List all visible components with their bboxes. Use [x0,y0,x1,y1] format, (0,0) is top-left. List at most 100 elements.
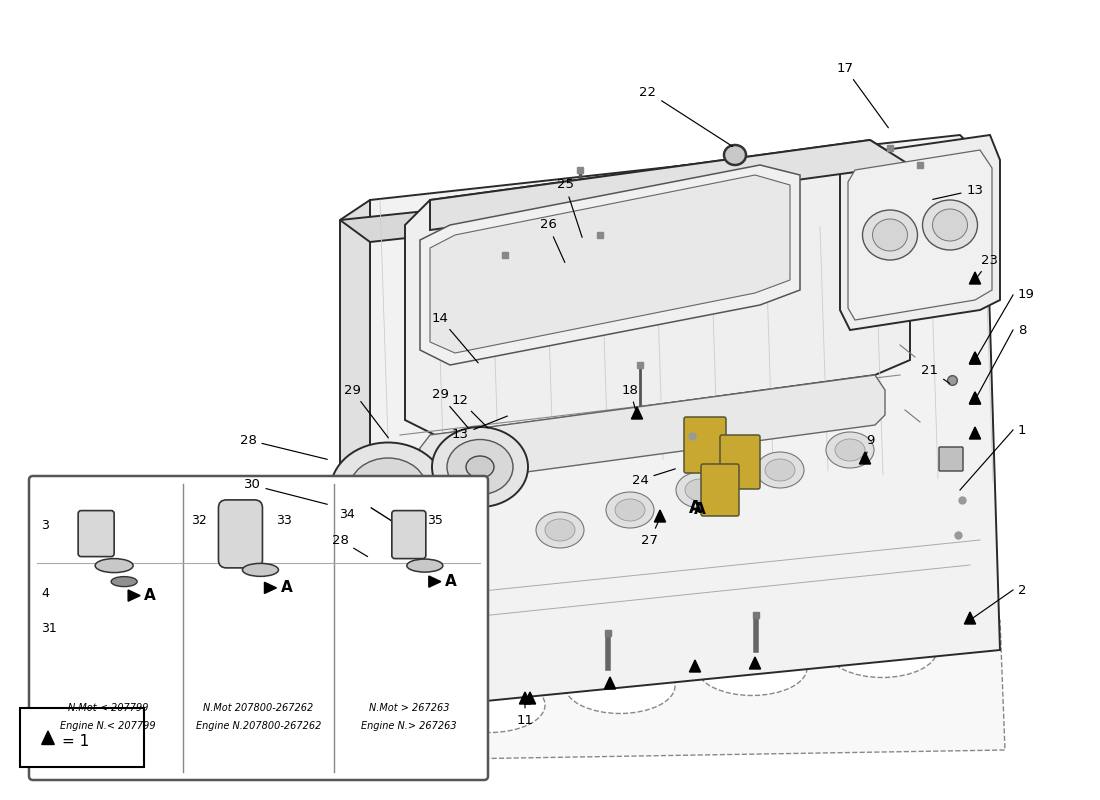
Polygon shape [385,620,1005,760]
Text: 9: 9 [866,434,874,458]
Polygon shape [969,427,980,439]
Ellipse shape [606,492,654,528]
Polygon shape [429,576,441,587]
Ellipse shape [447,439,513,494]
Text: 26: 26 [540,218,565,262]
Polygon shape [525,692,536,704]
Ellipse shape [536,512,584,548]
Polygon shape [370,135,1000,710]
Text: 29: 29 [343,383,388,438]
Ellipse shape [862,210,917,260]
Text: 13: 13 [451,416,507,442]
Text: 21: 21 [922,363,949,383]
Text: 28: 28 [331,534,367,557]
Text: N.Mot < 207799: N.Mot < 207799 [68,703,148,713]
Polygon shape [749,657,760,669]
Text: since 1985: since 1985 [693,254,891,354]
Ellipse shape [330,442,446,538]
Ellipse shape [827,622,937,678]
FancyBboxPatch shape [20,708,144,767]
FancyBboxPatch shape [29,476,488,780]
Text: 19: 19 [1018,289,1035,302]
Text: 3: 3 [41,518,48,532]
Polygon shape [340,200,370,700]
Polygon shape [264,582,276,594]
Text: 35: 35 [427,514,442,526]
FancyBboxPatch shape [684,417,726,473]
Ellipse shape [466,456,494,478]
Polygon shape [840,135,1000,330]
Text: 24: 24 [631,469,675,486]
FancyBboxPatch shape [219,500,263,568]
Ellipse shape [685,479,715,501]
FancyBboxPatch shape [701,464,739,516]
Ellipse shape [434,678,544,733]
Ellipse shape [544,519,575,541]
Text: 28: 28 [240,434,328,459]
Ellipse shape [372,477,404,503]
Ellipse shape [756,452,804,488]
Text: 31: 31 [41,622,57,634]
Polygon shape [430,175,790,353]
Polygon shape [430,140,910,230]
Polygon shape [654,510,666,522]
Ellipse shape [565,658,675,714]
Polygon shape [848,150,992,320]
Ellipse shape [826,432,875,468]
Text: A: A [280,580,293,595]
Text: Engine N.< 207799: Engine N.< 207799 [60,721,156,731]
Text: 14: 14 [431,311,478,363]
Text: 18: 18 [621,383,638,412]
Ellipse shape [242,563,278,576]
Polygon shape [690,660,701,672]
Polygon shape [340,155,985,242]
Text: 30: 30 [243,478,328,504]
FancyBboxPatch shape [392,510,426,558]
Polygon shape [128,590,140,602]
Polygon shape [969,352,980,364]
Text: = 1: = 1 [62,734,89,750]
Text: 32: 32 [191,514,207,526]
Polygon shape [519,692,530,704]
Text: 13: 13 [933,183,983,199]
Polygon shape [969,272,980,284]
Text: 1: 1 [1018,423,1026,437]
Text: 17: 17 [836,62,889,128]
Ellipse shape [111,577,138,586]
FancyBboxPatch shape [720,435,760,489]
Text: a passion for...: a passion for... [625,166,805,250]
FancyBboxPatch shape [939,447,962,471]
Polygon shape [969,392,980,404]
Ellipse shape [764,459,795,481]
Ellipse shape [407,559,443,572]
Text: 8: 8 [1018,323,1026,337]
Text: 34: 34 [339,508,354,521]
Text: A: A [694,502,706,518]
Text: A: A [444,574,456,589]
Text: 11: 11 [517,702,534,726]
Text: 12: 12 [451,394,488,428]
Ellipse shape [923,200,978,250]
Text: Engine N.> 267263: Engine N.> 267263 [361,721,456,731]
Text: euroParts: euroParts [450,293,870,507]
Text: 25: 25 [557,178,582,238]
Text: A: A [144,588,156,603]
Text: A: A [689,499,702,517]
Ellipse shape [933,209,968,241]
Text: Engine N.207800-267262: Engine N.207800-267262 [196,721,321,731]
Ellipse shape [349,458,427,522]
Text: N.Mot > 267263: N.Mot > 267263 [368,703,449,713]
Text: 29: 29 [431,389,469,428]
Text: 33: 33 [276,514,293,526]
Polygon shape [969,392,980,404]
Text: N.Mot 207800-267262: N.Mot 207800-267262 [204,703,314,713]
Ellipse shape [697,641,807,695]
Ellipse shape [432,427,528,507]
Text: 27: 27 [641,521,659,546]
Polygon shape [405,140,910,435]
Polygon shape [420,375,886,485]
Ellipse shape [724,145,746,165]
Ellipse shape [676,472,724,508]
Ellipse shape [835,439,865,461]
Ellipse shape [615,499,645,521]
